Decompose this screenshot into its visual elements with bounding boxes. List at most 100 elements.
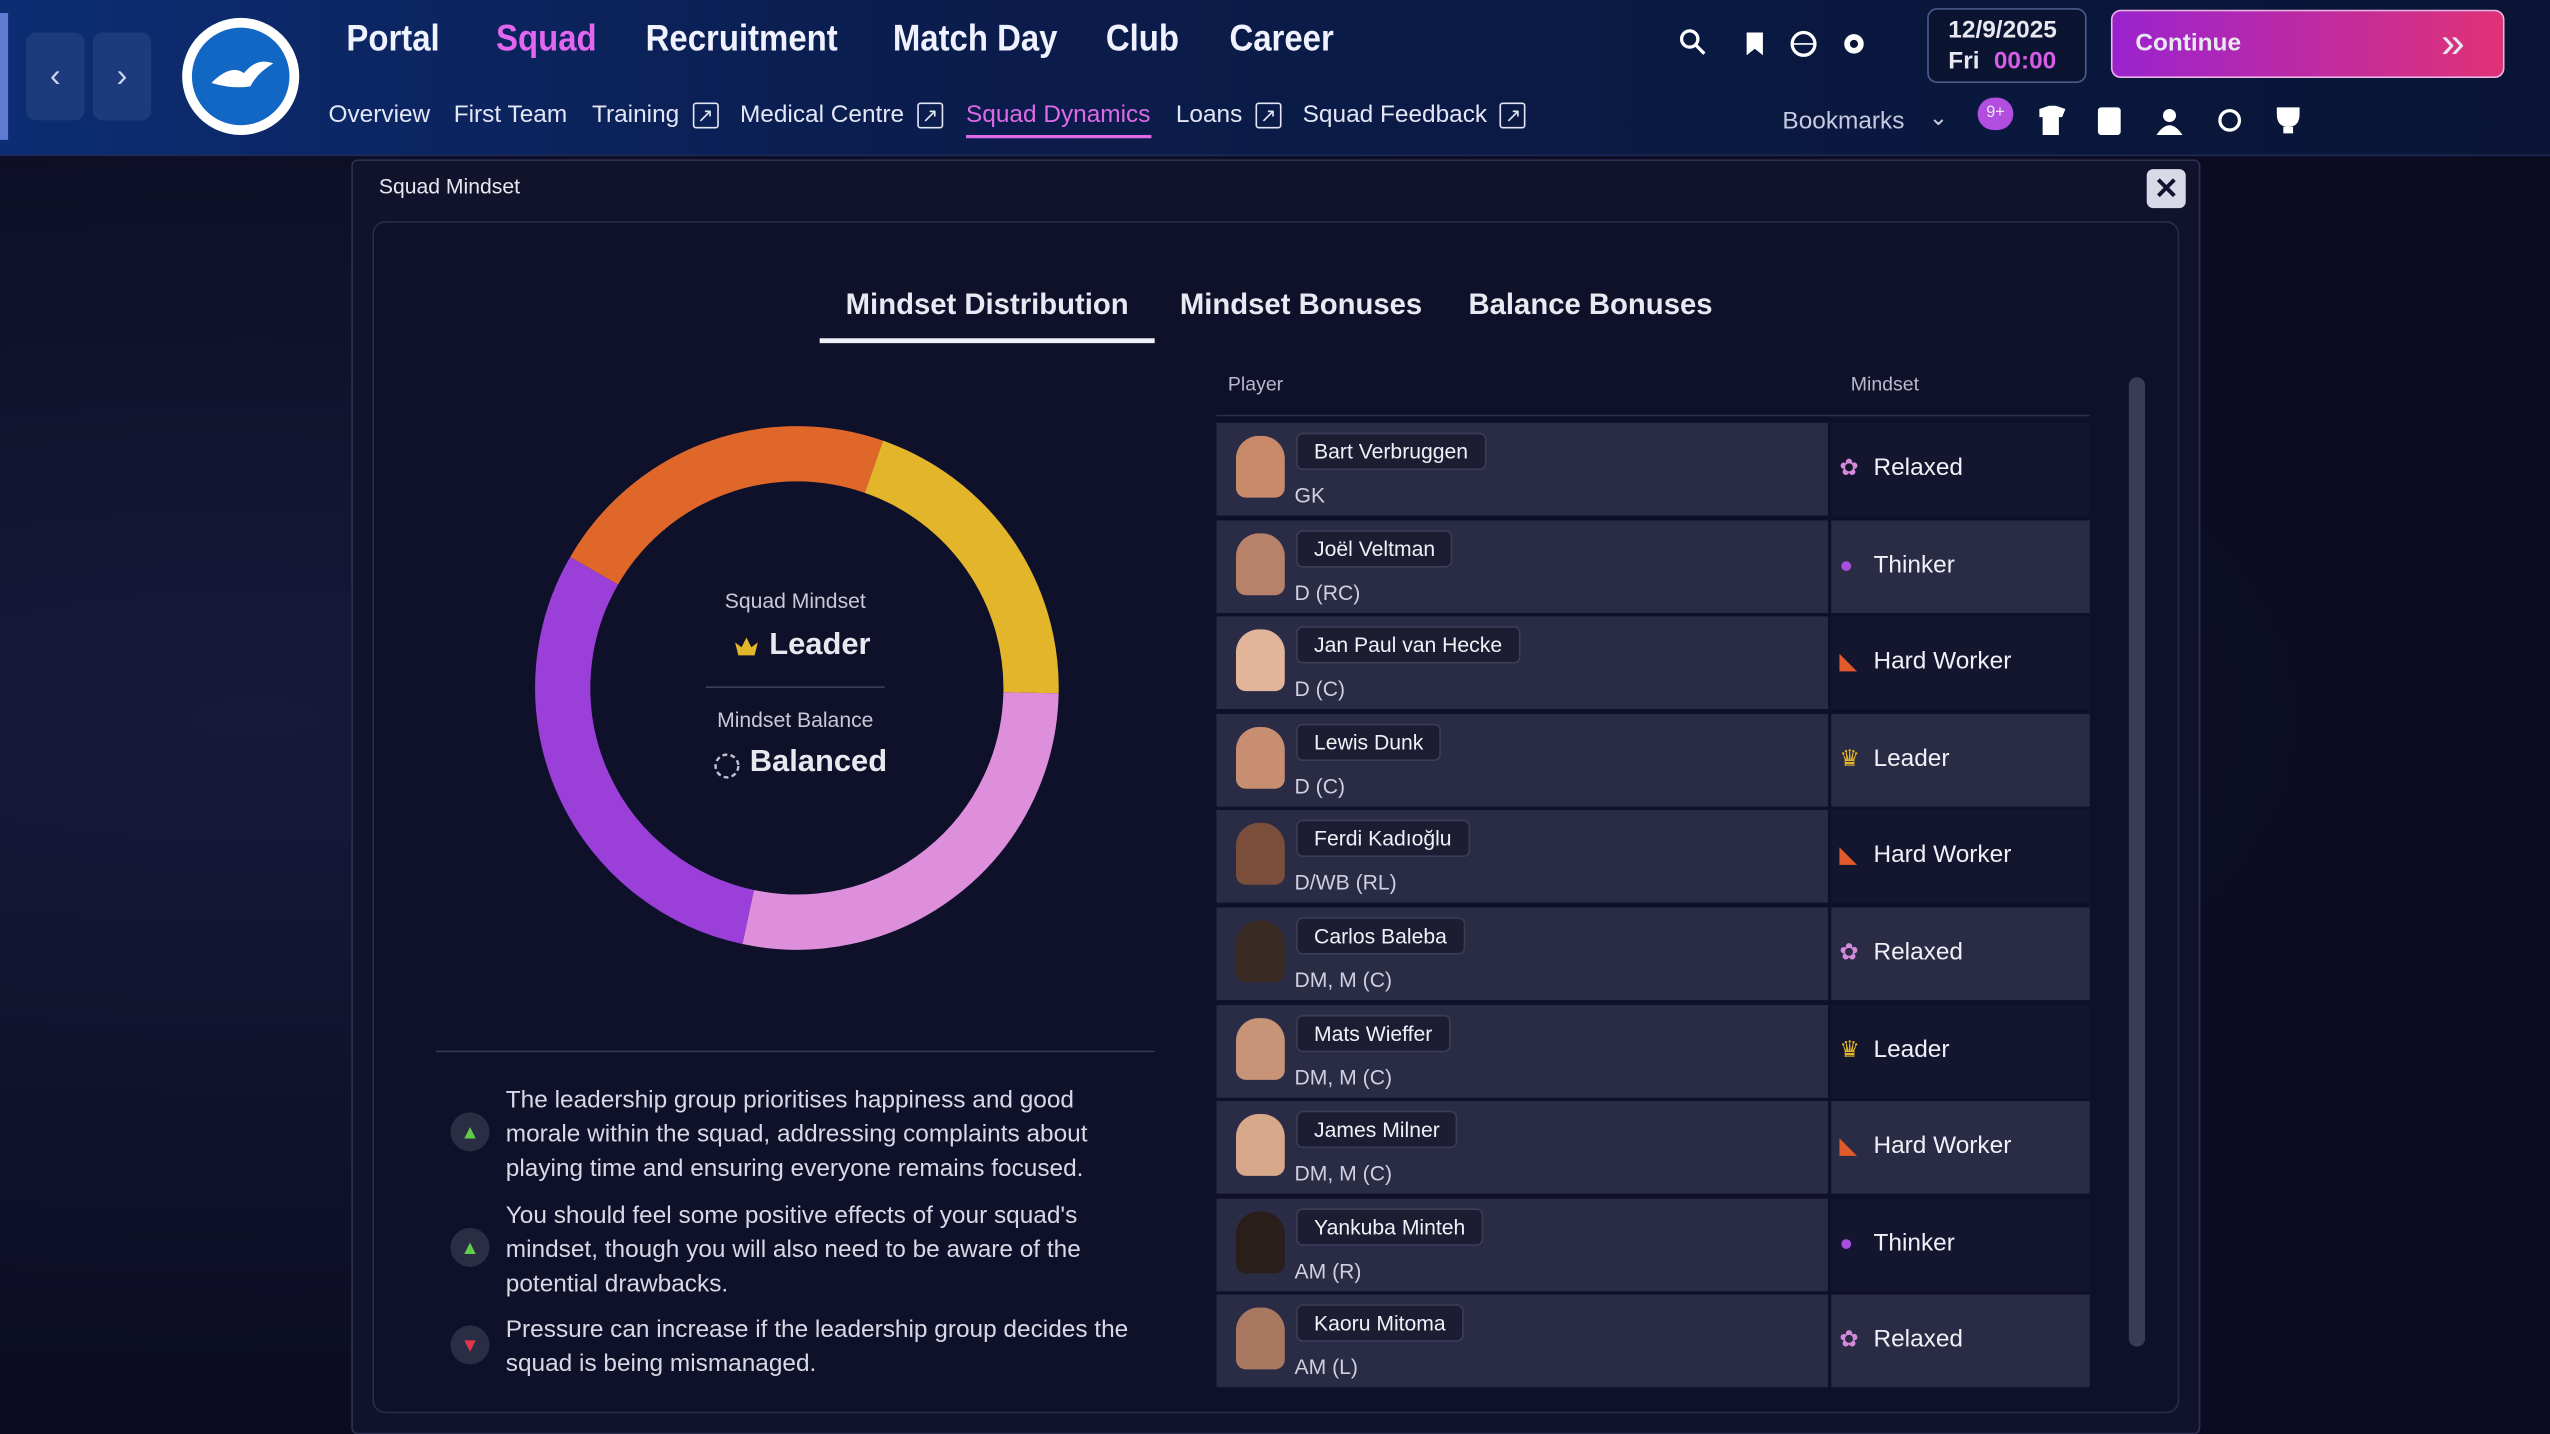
player-position: D (RC) (1294, 579, 1361, 605)
player-face (1235, 629, 1285, 692)
player-name: Jan Paul van Hecke (1296, 626, 1520, 664)
player-mindset: Thinker (1873, 550, 1955, 579)
continue-label: Continue (2135, 29, 2242, 57)
mindset-cell (1831, 907, 2090, 1001)
balance-icon (714, 753, 740, 779)
external-icon: ↗ (1500, 102, 1527, 129)
scrollbar[interactable] (2128, 377, 2146, 1347)
mindset-tab[interactable]: Mindset Distribution (845, 287, 1129, 321)
time: 00:00 (1993, 47, 2057, 75)
mindset-tab[interactable]: Mindset Bonuses (1179, 287, 1423, 321)
mindset-cell (1831, 1198, 2090, 1291)
player-name: Bart Verbruggen (1296, 432, 1486, 471)
mindset-cell (1831, 422, 2090, 516)
player-name: Mats Wieffer (1296, 1014, 1451, 1052)
notification-badge[interactable]: 9+ (1977, 97, 2014, 131)
external-icon: ↗ (692, 102, 719, 129)
player-mindset: Hard Worker (1873, 1132, 2012, 1160)
mindset-header: Mindset (1850, 372, 1920, 396)
player-mindset: Relaxed (1873, 453, 1964, 482)
mindset-icon: ◣ (1839, 647, 1857, 674)
external-icon: ↗ (917, 102, 944, 129)
balance-label: Mindset Balance (717, 707, 874, 732)
note-text: Pressure can increase if the leadership … (505, 1315, 1129, 1378)
mindset-tab[interactable]: Balance Bonuses (1468, 287, 1713, 321)
player-mindset: Relaxed (1873, 938, 1964, 967)
active-underline (966, 134, 1152, 139)
club-logo[interactable] (179, 15, 303, 139)
main-tab[interactable]: Portal (346, 16, 440, 59)
player-face (1235, 1211, 1285, 1274)
mindset-icon: ◣ (1839, 841, 1857, 868)
sub-tab[interactable]: Medical Centre ↗ (740, 101, 944, 129)
leader-icon (735, 637, 758, 656)
mindset-icon: ♛ (1839, 744, 1860, 771)
player-face (1235, 823, 1285, 886)
mindset-icon: ● (1839, 550, 1854, 577)
player-face (1235, 532, 1285, 595)
forward-button[interactable]: › (92, 32, 152, 121)
mindset-cell (1831, 810, 2090, 904)
sub-tab[interactable]: First Team (453, 100, 568, 129)
player-position: DM, M (C) (1294, 1161, 1393, 1186)
mindset-cell (1831, 616, 2090, 710)
top-bar: ‹ › 12/9/2025 Fri 00:00 Continue » Bookm… (0, 0, 2550, 157)
player-face (1235, 1017, 1285, 1080)
mindset-value: Leader (769, 627, 871, 662)
player-name: James Milner (1296, 1111, 1458, 1149)
continue-arrow: » (2441, 17, 2465, 67)
mindset-cell (1831, 1295, 2090, 1388)
bookmarks-chevron: ⌄ (1928, 104, 1948, 131)
modal-title: Squad Mindset (378, 174, 520, 199)
player-mindset: Leader (1873, 1035, 1950, 1063)
main-tab[interactable]: Career (1229, 16, 1334, 59)
active-tab-underline (819, 338, 1155, 344)
donut-segment (570, 426, 883, 586)
mindset-icon: ♛ (1839, 1035, 1860, 1062)
day: Fri (1948, 47, 1980, 75)
player-face (1235, 1308, 1285, 1370)
date: 12/9/2025 (1948, 16, 2057, 44)
mindset-icon: ◣ (1839, 1132, 1857, 1159)
mindset-cell (1831, 519, 2090, 613)
mindset-icon: ✿ (1839, 938, 1859, 965)
donut-segment (742, 691, 1059, 950)
date-box[interactable]: 12/9/2025 Fri 00:00 (1927, 8, 2087, 83)
player-mindset: Thinker (1873, 1229, 1955, 1257)
sub-tab[interactable]: Overview (328, 100, 431, 129)
mindset-donut (535, 426, 1059, 950)
negative-icon: ▼ (450, 1325, 490, 1365)
mindset-icon: ✿ (1839, 1326, 1859, 1353)
close-button[interactable]: ✕ (2146, 169, 2186, 209)
note-text: You should feel some positive effects of… (505, 1201, 1081, 1298)
main-tab[interactable]: Squad (496, 16, 597, 59)
player-name: Lewis Dunk (1296, 723, 1442, 761)
player-name: Ferdi Kadıoğlu (1296, 820, 1470, 858)
toolbar-icons (2039, 105, 2300, 135)
donut-segment (535, 557, 755, 945)
note-text: The leadership group prioritises happine… (505, 1086, 1088, 1183)
player-face (1235, 435, 1285, 498)
main-tab[interactable]: Match Day (892, 16, 1058, 59)
bookmarks[interactable]: Bookmarks (1782, 107, 1905, 135)
mindset-cell (1831, 713, 2090, 807)
sub-tab[interactable]: Squad Feedback ↗ (1303, 101, 1527, 129)
sub-tab[interactable]: Squad Dynamics (966, 100, 1151, 129)
sub-tab[interactable]: Training ↗ (592, 101, 719, 129)
utility-icons (1679, 29, 1864, 57)
player-face (1235, 920, 1285, 983)
mindset-icon: ● (1839, 1229, 1854, 1256)
main-tab[interactable]: Club (1105, 16, 1180, 59)
player-face (1235, 726, 1285, 789)
player-name: Kaoru Mitoma (1296, 1304, 1464, 1343)
back-button[interactable]: ‹ (26, 32, 85, 121)
main-tab[interactable]: Recruitment (645, 16, 838, 59)
player-position: D/WB (RL) (1294, 870, 1397, 896)
sub-tab[interactable]: Loans ↗ (1176, 101, 1282, 129)
player-face (1235, 1114, 1285, 1177)
external-icon: ↗ (1255, 102, 1282, 129)
continue-button[interactable]: Continue » (2110, 9, 2505, 79)
mindset-icon: ✿ (1839, 453, 1859, 480)
player-mindset: Leader (1873, 744, 1950, 773)
